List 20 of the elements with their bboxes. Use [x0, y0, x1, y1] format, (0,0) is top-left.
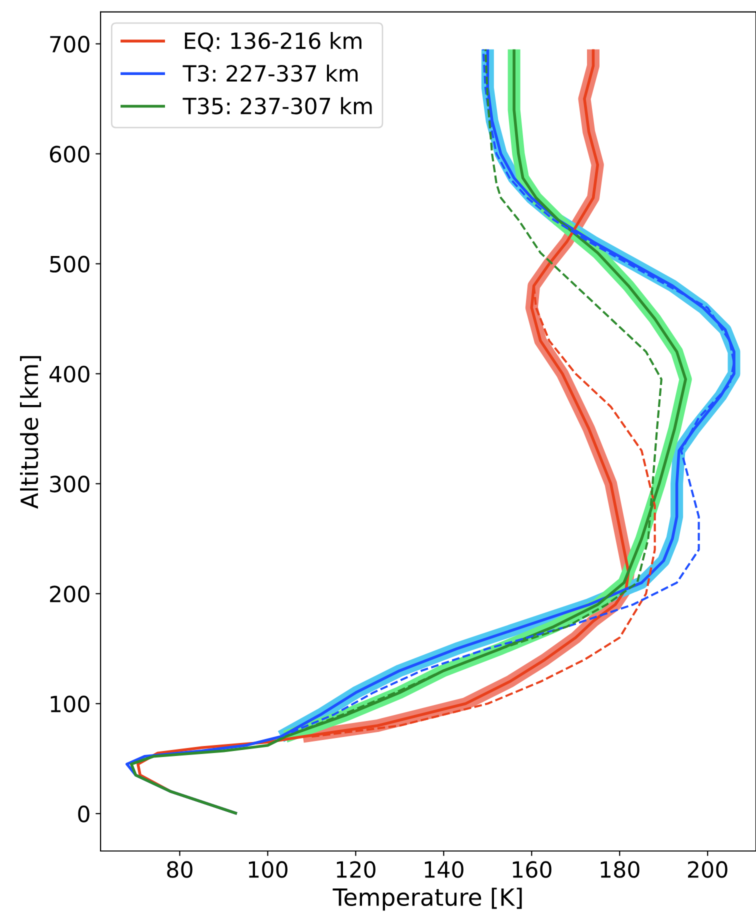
x-tick-label: 200	[688, 861, 728, 878]
y-tick-label: 0	[78, 806, 90, 822]
legend-label: T35: 237-307 km	[182, 97, 372, 114]
y-axis-title: Altitude [km]	[20, 356, 42, 509]
y-tick-label: 200	[50, 586, 90, 602]
x-axis-title: Temperature [K]	[332, 888, 522, 911]
x-tick-label: 80	[167, 861, 192, 878]
x-tick-label: 100	[248, 861, 288, 878]
x-tick-label: 120	[336, 861, 376, 878]
legend-label: EQ: 136-216 km	[184, 32, 362, 52]
y-tick-label: 700	[50, 36, 90, 53]
y-tick-label: 400	[49, 366, 90, 382]
x-tick-label: 160	[512, 861, 552, 878]
x-tick-label: 140	[424, 861, 464, 878]
y-tick-label: 300	[50, 476, 90, 492]
y-tick-label: 500	[50, 256, 90, 273]
y-tick-label: 600	[50, 146, 90, 163]
legend-label: T3: 227-337 km	[182, 64, 358, 82]
x-tick-label: 180	[600, 861, 640, 878]
y-tick-label: 100	[50, 696, 90, 712]
